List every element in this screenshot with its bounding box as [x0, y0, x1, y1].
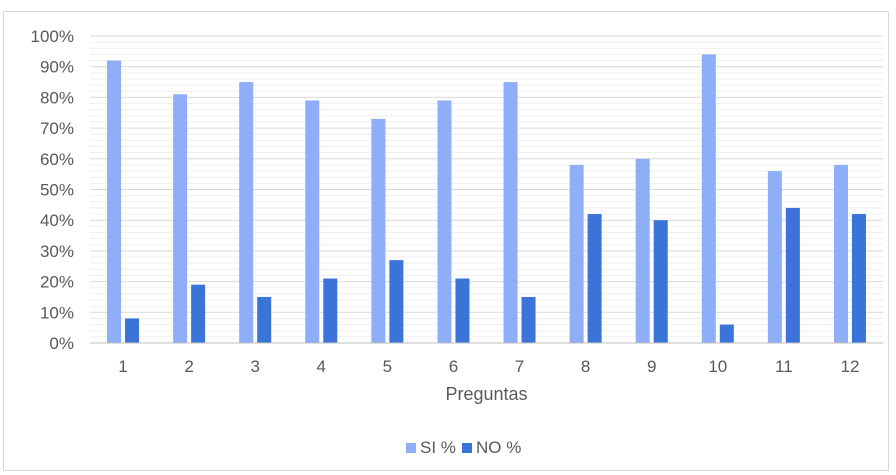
- bar-si-5: [371, 118, 386, 343]
- y-tick-label: 70%: [40, 119, 74, 138]
- y-tick-label: 40%: [40, 211, 74, 230]
- bar-si-1: [107, 60, 122, 344]
- legend-swatch: [406, 443, 416, 453]
- bar-si-9: [635, 158, 650, 343]
- bar-no-12: [851, 214, 866, 343]
- bar-no-5: [389, 260, 404, 343]
- bar-no-7: [521, 296, 536, 343]
- bar-no-11: [785, 207, 800, 343]
- bar-no-2: [191, 284, 206, 343]
- x-tick-label: 5: [383, 357, 392, 376]
- x-tick-label: 9: [647, 357, 656, 376]
- bar-si-7: [503, 82, 518, 344]
- x-tick-label: 7: [515, 357, 524, 376]
- x-tick-label: 10: [708, 357, 727, 376]
- bars: [107, 54, 866, 344]
- y-axis-ticks: 0% 10% 20% 30% 40% 50% 60% 70% 80% 90% 100%: [31, 27, 74, 353]
- bar-no-8: [587, 214, 602, 343]
- gridlines: [90, 35, 883, 338]
- bar-no-3: [257, 296, 272, 343]
- bar-si-4: [305, 100, 320, 343]
- x-tick-label: 4: [317, 357, 326, 376]
- x-tick-label: 3: [250, 357, 259, 376]
- bar-si-8: [569, 164, 584, 343]
- y-tick-label: 100%: [31, 27, 74, 46]
- bar-si-2: [173, 94, 188, 343]
- y-tick-label: 60%: [40, 150, 74, 169]
- x-axis-label: Preguntas: [445, 384, 527, 404]
- y-tick-label: 90%: [40, 58, 74, 77]
- x-tick-label: 1: [118, 357, 127, 376]
- bar-no-4: [323, 278, 338, 343]
- bar-si-6: [437, 100, 452, 343]
- legend-label: NO %: [476, 438, 521, 457]
- x-tick-label: 12: [840, 357, 859, 376]
- bar-no-9: [653, 220, 668, 343]
- x-tick-label: 11: [775, 357, 793, 376]
- legend: SI % NO %: [406, 438, 521, 457]
- bar-si-12: [833, 164, 848, 343]
- bar-no-1: [125, 318, 140, 343]
- bar-si-11: [767, 171, 782, 343]
- bar-si-10: [701, 54, 716, 344]
- y-tick-label: 0%: [49, 334, 74, 353]
- x-tick-label: 6: [449, 357, 458, 376]
- x-tick-label: 2: [184, 357, 193, 376]
- y-tick-label: 20%: [40, 273, 74, 292]
- x-tick-label: 8: [581, 357, 590, 376]
- x-axis-ticks: 1 2 3 4 5 6 7 8 9 10 11 12: [118, 357, 859, 376]
- legend-swatch: [462, 443, 472, 453]
- bar-no-6: [455, 278, 470, 343]
- y-tick-label: 80%: [40, 88, 74, 107]
- legend-label: SI %: [420, 438, 456, 457]
- bar-si-3: [239, 82, 254, 344]
- y-tick-label: 10%: [40, 303, 74, 322]
- y-tick-label: 30%: [40, 242, 74, 261]
- y-tick-label: 50%: [40, 181, 74, 200]
- bar-no-10: [719, 324, 734, 343]
